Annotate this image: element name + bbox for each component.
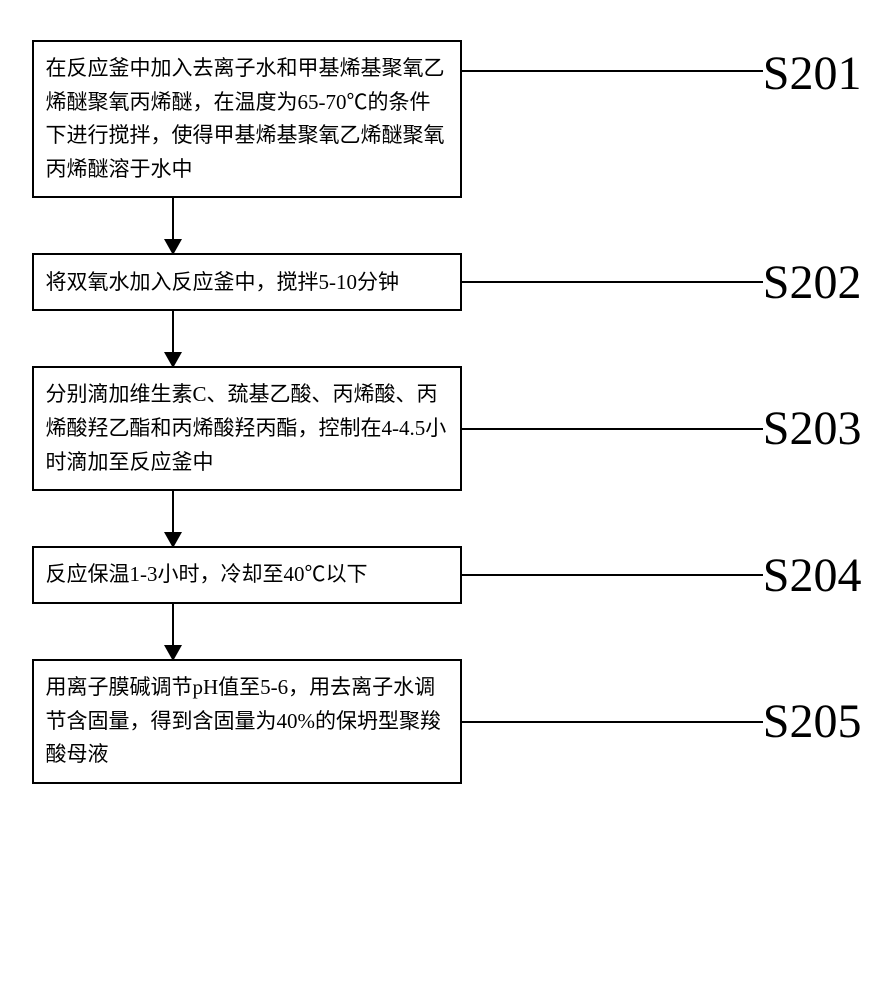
step-box: 将双氧水加入反应釜中，搅拌5-10分钟 (32, 253, 462, 311)
connector-line (462, 70, 763, 72)
step-text: 将双氧水加入反应釜中，搅拌5-10分钟 (46, 266, 400, 300)
step-box: 用离子膜碱调节pH值至5-6，用去离子水调节含固量，得到含固量为40%的保坍型聚… (32, 659, 462, 784)
step-box: 在反应釜中加入去离子水和甲基烯基聚氧乙烯醚聚氧丙烯醚，在温度为65-70℃的条件… (32, 40, 462, 198)
step-text: 分别滴加维生素C、巯基乙酸、丙烯酸、丙烯酸羟乙酯和丙烯酸羟丙酯，控制在4-4.5… (46, 378, 448, 479)
connector-line (462, 428, 763, 430)
connector-line (462, 574, 763, 576)
step-box: 分别滴加维生素C、巯基乙酸、丙烯酸、丙烯酸羟乙酯和丙烯酸羟丙酯，控制在4-4.5… (32, 366, 462, 491)
step-text: 用离子膜碱调节pH值至5-6，用去离子水调节含固量，得到含固量为40%的保坍型聚… (46, 671, 448, 772)
arrow-down (172, 604, 174, 659)
step-row: 用离子膜碱调节pH值至5-6，用去离子水调节含固量，得到含固量为40%的保坍型聚… (32, 659, 862, 784)
arrow-down (172, 311, 174, 366)
step-row: 在反应釜中加入去离子水和甲基烯基聚氧乙烯醚聚氧丙烯醚，在温度为65-70℃的条件… (32, 40, 862, 198)
arrow-down (172, 198, 174, 253)
step-label: S203 (763, 401, 862, 456)
step-row: 将双氧水加入反应釜中，搅拌5-10分钟 S202 (32, 253, 862, 311)
step-text: 反应保温1-3小时，冷却至40℃以下 (46, 558, 368, 592)
flowchart-container: 在反应釜中加入去离子水和甲基烯基聚氧乙烯醚聚氧丙烯醚，在温度为65-70℃的条件… (32, 40, 862, 784)
step-label: S204 (763, 548, 862, 603)
step-box: 反应保温1-3小时，冷却至40℃以下 (32, 546, 462, 604)
step-label: S202 (763, 255, 862, 310)
step-label: S201 (763, 46, 862, 101)
step-text: 在反应釜中加入去离子水和甲基烯基聚氧乙烯醚聚氧丙烯醚，在温度为65-70℃的条件… (46, 52, 448, 186)
arrow-down (172, 491, 174, 546)
step-row: 反应保温1-3小时，冷却至40℃以下 S204 (32, 546, 862, 604)
step-row: 分别滴加维生素C、巯基乙酸、丙烯酸、丙烯酸羟乙酯和丙烯酸羟丙酯，控制在4-4.5… (32, 366, 862, 491)
connector-line (462, 721, 763, 723)
connector-line (462, 281, 763, 283)
step-label: S205 (763, 694, 862, 749)
